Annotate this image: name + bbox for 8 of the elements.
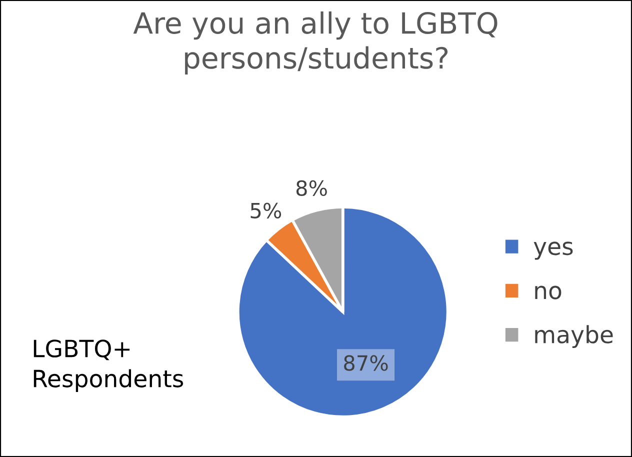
legend-label: no bbox=[535, 286, 562, 300]
text: LGBTQ+ Respondents bbox=[34, 340, 184, 392]
legend-label: maybe bbox=[535, 325, 613, 348]
data-label: 8% bbox=[296, 180, 327, 196]
data-label: 87% bbox=[344, 355, 388, 371]
legend-label: yes bbox=[534, 242, 573, 260]
chart-title: Are you an ally to LGBTQ persons/students? bbox=[133, 11, 498, 75]
data-label: 5% bbox=[250, 202, 282, 218]
